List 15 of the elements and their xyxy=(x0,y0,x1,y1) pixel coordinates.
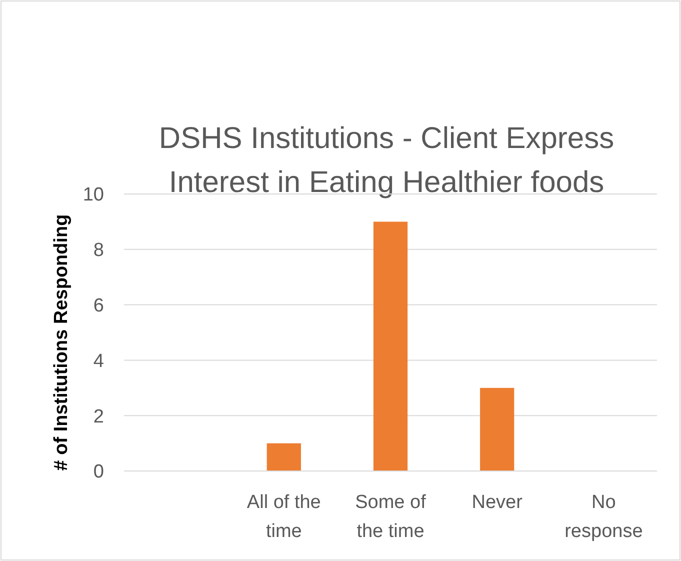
y-tick-label: 2 xyxy=(93,406,104,428)
y-tick-label: 0 xyxy=(93,462,104,483)
bar xyxy=(480,388,514,471)
x-tick-label: Some of the time xyxy=(355,492,427,542)
bar xyxy=(373,222,408,471)
y-tick-label: 4 xyxy=(93,350,104,372)
y-axis-title: # of Institutions Responding xyxy=(51,214,72,471)
x-tick-label: All of the time xyxy=(246,492,321,542)
bar xyxy=(266,443,301,471)
y-tick-label: 8 xyxy=(93,240,104,262)
x-tick-label: No response xyxy=(564,492,643,542)
y-tick-label: 6 xyxy=(93,295,104,316)
y-tick-label: 10 xyxy=(82,184,104,206)
chart-title: DSHS Institutions - Client Express Interest in Eating Healthier foods xyxy=(158,122,614,199)
x-tick-label: Never xyxy=(472,492,524,513)
